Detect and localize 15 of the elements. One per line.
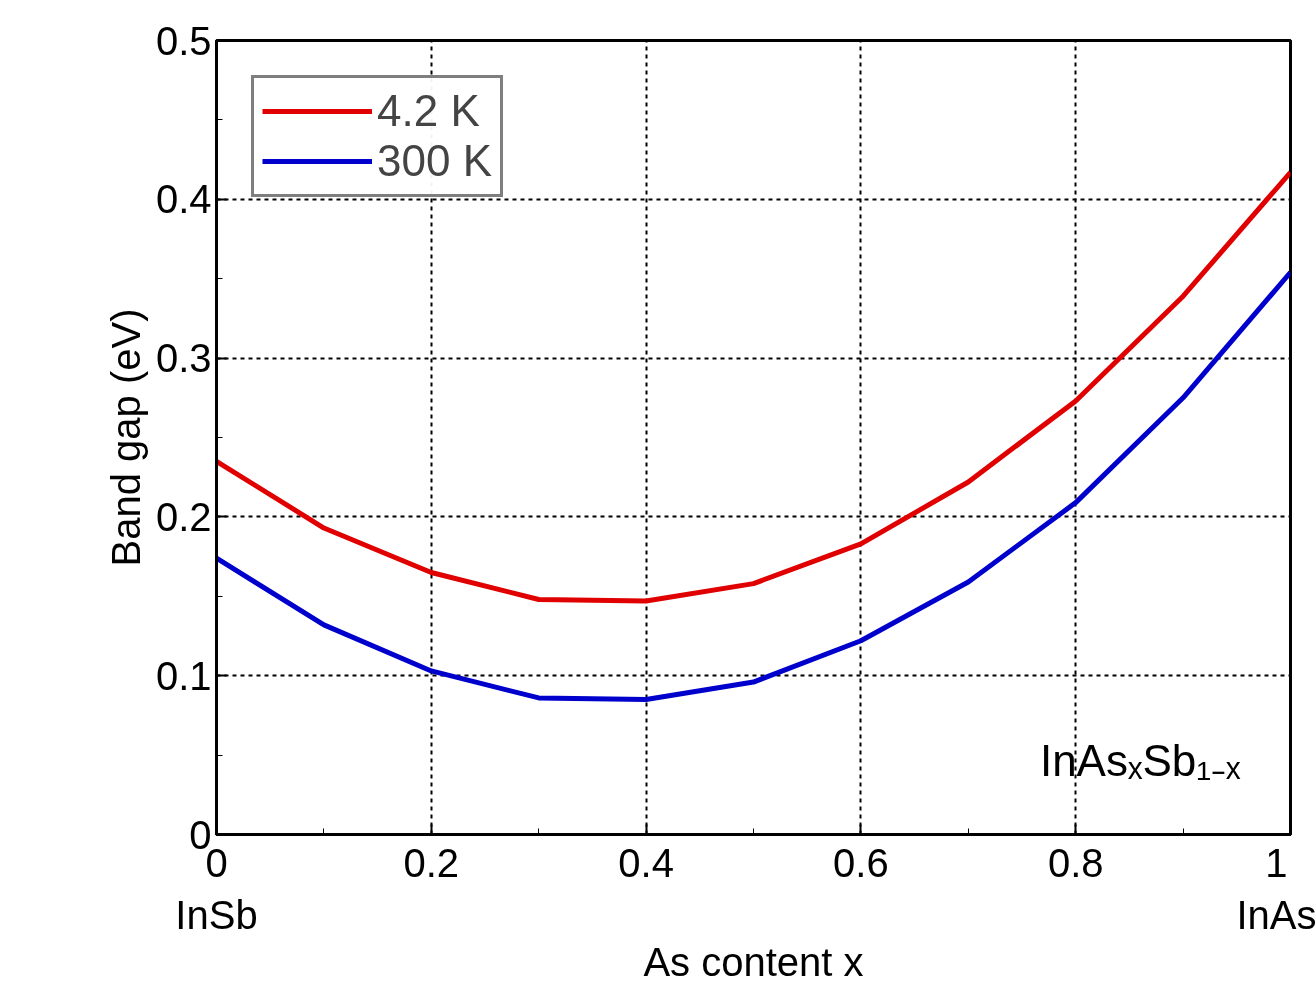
x-tick-label: 1 InAs bbox=[1236, 840, 1316, 938]
y-tick-label: 0.4 bbox=[155, 177, 212, 222]
y-tick-label: 0.5 bbox=[155, 18, 212, 63]
x-tick-label: 0.4 bbox=[618, 840, 674, 885]
x-tick-label: 0.6 bbox=[833, 840, 889, 885]
y-tick-label: 0.1 bbox=[155, 653, 212, 698]
annotation: InAsₓSb₁₋ₓ bbox=[1039, 735, 1242, 785]
y-tick-label: 0.2 bbox=[155, 494, 212, 539]
y-axis-title: Band gap (eV) bbox=[103, 308, 148, 567]
legend-label: 4.2 K bbox=[377, 86, 480, 136]
x-tick-label: 0.8 bbox=[1047, 840, 1104, 885]
y-tick-label: 0.3 bbox=[155, 336, 212, 381]
x-axis-title: As content x bbox=[643, 940, 864, 985]
legend-label: 300 K bbox=[377, 136, 492, 186]
x-tick-label: 0.2 bbox=[403, 840, 460, 885]
